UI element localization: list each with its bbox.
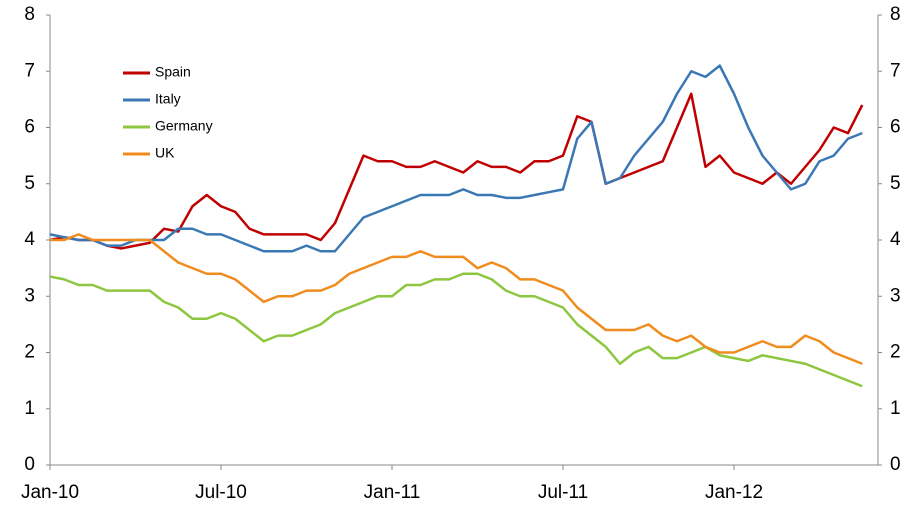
x-tick-label: Jan-10 — [21, 482, 79, 503]
y-tick-label: 5 — [24, 173, 35, 194]
legend-label: Italy — [155, 91, 181, 107]
legend-label: UK — [155, 145, 175, 161]
x-tick-label: Jan-12 — [705, 482, 763, 503]
y2-tick-label: 4 — [890, 229, 901, 250]
y-tick-label: 7 — [24, 60, 35, 81]
line-series — [49, 272, 863, 388]
y-tick-label: 2 — [24, 342, 35, 363]
y2-tick-label: 1 — [890, 398, 901, 419]
line-series — [50, 233, 863, 365]
y-tick-label: 3 — [24, 285, 35, 306]
y-tick-label: 4 — [24, 229, 35, 250]
y2-tick-label: 5 — [890, 173, 901, 194]
y-tick-label: 8 — [24, 4, 35, 25]
y2-tick-label: 3 — [890, 285, 901, 306]
line-series — [49, 92, 864, 250]
line-series — [49, 64, 863, 253]
y-tick-label: 1 — [24, 398, 35, 419]
y2-tick-label: 8 — [890, 4, 901, 25]
legend-label: Germany — [155, 118, 213, 134]
x-tick-label: Jul-10 — [195, 482, 247, 503]
x-tick-label: Jan-11 — [364, 482, 421, 503]
y2-tick-label: 6 — [890, 117, 901, 138]
x-tick-label: Jul-11 — [538, 482, 588, 503]
y2-tick-label: 0 — [890, 454, 901, 475]
y2-tick-label: 7 — [890, 60, 901, 81]
y-tick-label: 6 — [24, 117, 35, 138]
y2-tick-label: 2 — [890, 342, 901, 363]
legend-label: Spain — [155, 64, 191, 80]
y-tick-label: 0 — [24, 454, 35, 475]
